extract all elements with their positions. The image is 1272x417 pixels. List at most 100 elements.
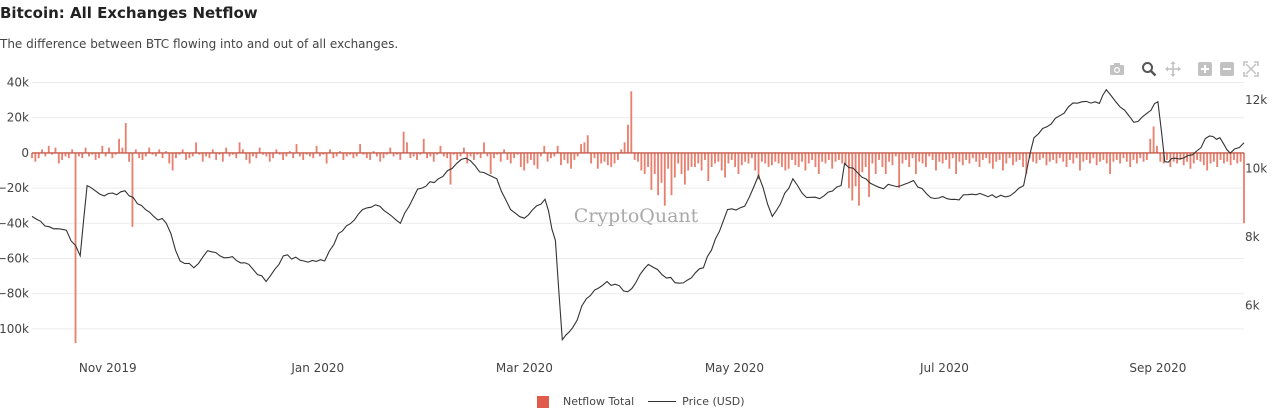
netflow-bar (670, 152, 673, 196)
netflow-bar (1139, 152, 1142, 159)
zoom-icon[interactable] (1140, 60, 1158, 78)
netflow-bar (1179, 152, 1182, 160)
netflow-bar (881, 152, 884, 167)
netflow-bar (452, 152, 455, 155)
netflow-bar (730, 152, 733, 160)
netflow-bar (757, 152, 760, 180)
camera-icon[interactable] (1108, 60, 1126, 78)
netflow-bar (526, 152, 529, 164)
netflow-bar (1062, 152, 1065, 162)
netflow-bar (1206, 152, 1209, 171)
netflow-bar (690, 152, 693, 167)
zoom-out-icon[interactable] (1218, 60, 1236, 78)
netflow-bar (556, 145, 559, 153)
netflow-bar (791, 152, 793, 160)
x-tick-label: Sep 2020 (1129, 361, 1186, 375)
netflow-bar (998, 152, 1001, 160)
netflow-bar (784, 152, 787, 171)
netflow-bar (479, 152, 482, 159)
netflow-bar (319, 152, 321, 157)
netflow-bar (1079, 152, 1081, 171)
netflow-bar (64, 152, 67, 157)
netflow-bar (412, 152, 415, 157)
legend-item-price[interactable]: Price (USD) (648, 395, 745, 408)
netflow-bar (235, 152, 238, 159)
netflow-bar (295, 144, 298, 153)
netflow-bar (1226, 152, 1229, 162)
netflow-bar (111, 152, 114, 159)
netflow-bar (486, 152, 489, 157)
y-right-tick-label: 6k (1245, 299, 1260, 313)
netflow-bar (1125, 152, 1128, 162)
netflow-bar (124, 122, 127, 153)
x-tick-label: Mar 2020 (496, 361, 553, 375)
netflow-bar (483, 142, 485, 153)
netflow-bars (31, 91, 1245, 343)
y-left-tick-label: −60k (0, 252, 29, 266)
netflow-bar (978, 152, 981, 167)
y-left-tick-label: 0 (21, 146, 29, 160)
netflow-bar (473, 152, 475, 160)
netflow-bar (178, 152, 181, 155)
netflow-bar (211, 149, 214, 153)
netflow-bar (218, 152, 221, 155)
netflow-bar (643, 152, 646, 175)
netflow-bar (593, 152, 596, 159)
netflow-bar (663, 152, 666, 206)
netflow-bar (687, 152, 690, 171)
netflow-bar (787, 152, 790, 169)
netflow-bar (1092, 152, 1095, 159)
netflow-bar (868, 152, 870, 197)
netflow-bar (975, 152, 978, 162)
netflow-bar (1042, 152, 1045, 159)
netflow-bar (991, 152, 994, 169)
y-left-tick-label: −100k (0, 322, 29, 336)
netflow-bar (188, 152, 191, 159)
netflow-bar (750, 152, 753, 159)
netflow-bar (268, 152, 271, 162)
netflow-bar (51, 152, 54, 155)
netflow-bar (389, 147, 392, 153)
netflow-bar (325, 152, 328, 164)
netflow-bar (1025, 152, 1028, 175)
netflow-bar (154, 152, 157, 157)
netflow-bar (817, 152, 820, 175)
netflow-bar (302, 152, 305, 160)
netflow-bar (1243, 152, 1245, 224)
netflow-bar (771, 152, 773, 166)
netflow-bar (255, 152, 258, 159)
netflow-bar (101, 145, 104, 153)
netflow-bar (774, 152, 777, 162)
netflow-bar (1072, 152, 1075, 164)
zoom-in-icon[interactable] (1196, 60, 1214, 78)
netflow-bar (496, 152, 499, 155)
netflow-bar (466, 152, 469, 164)
netflow-bar (144, 152, 147, 157)
netflow-bar (1196, 152, 1199, 160)
netflow-bar (767, 152, 770, 167)
netflow-bar (1048, 152, 1051, 162)
netflow-bar (245, 152, 248, 160)
netflow-bar (764, 152, 767, 164)
netflow-bar (1115, 152, 1118, 160)
netflow-bar (312, 152, 315, 159)
netflow-bar (931, 152, 934, 160)
netflow-bar (898, 152, 901, 189)
netflow-bar (509, 152, 512, 164)
netflow-bar (225, 147, 228, 153)
x-axis: Nov 2019 Jan 2020 Mar 2020 May 2020 Jul 2020… (79, 361, 1187, 375)
autoscale-icon[interactable] (1242, 60, 1260, 78)
netflow-bar (1119, 152, 1122, 164)
legend-item-netflow[interactable]: Netflow Total (537, 395, 634, 408)
netflow-bar (546, 152, 549, 162)
netflow-bar (446, 152, 449, 159)
y-right-tick-label: 8k (1245, 230, 1260, 244)
netflow-bar (339, 151, 341, 153)
x-tick-label: Jul 2020 (919, 361, 969, 375)
netflow-bar (98, 152, 100, 159)
netflow-bar (168, 152, 171, 164)
netflow-bar (359, 144, 362, 153)
netflow-bar (104, 152, 107, 157)
pan-icon[interactable] (1164, 60, 1182, 78)
